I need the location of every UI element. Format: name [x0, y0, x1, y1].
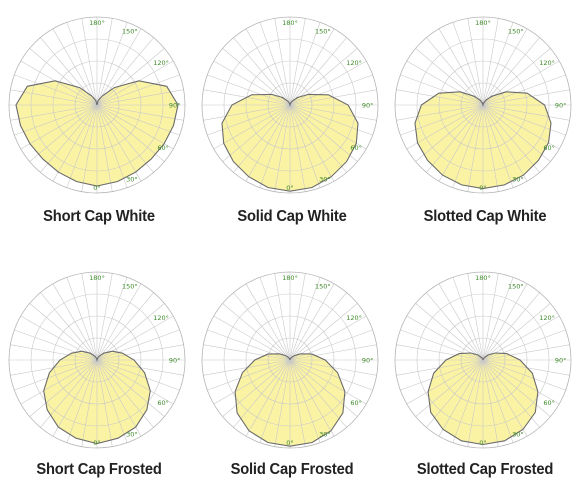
grid-ring — [30, 293, 164, 427]
outer-ring — [8, 16, 186, 194]
angle-tick-label: 0° — [479, 184, 486, 192]
grid-ring — [416, 38, 550, 172]
angle-tick-label: 0° — [93, 439, 100, 447]
polar-chart-short-cap-white: 0° 30° 60° 90° 120° 150° 180° — [2, 10, 196, 204]
grid-ring — [460, 82, 506, 128]
distribution-outline — [43, 350, 151, 445]
angle-tick-label: 0° — [479, 439, 486, 447]
polar-svg: 0° 30° 60° 90° 120° 150° 180° — [201, 271, 379, 449]
polar-svg: 0° 30° 60° 90° 120° 150° 180° — [394, 16, 572, 194]
angle-tick-label: 180° — [89, 19, 105, 27]
chart-caption: Short Cap White — [43, 208, 155, 225]
angle-tick-label: 120° — [539, 59, 555, 67]
angle-tick-label: 30° — [319, 430, 331, 438]
polar-svg: 0° 30° 60° 90° 120° 150° 180° — [201, 16, 379, 194]
outer-ring — [201, 16, 379, 194]
angle-tick-label: 60° — [350, 144, 362, 152]
angle-tick-label: 30° — [319, 175, 331, 183]
polar-chart-slotted-cap-white: 0° 30° 60° 90° 120° 150° 180° — [388, 10, 582, 204]
angle-tick-label: 60° — [543, 399, 555, 407]
grid-ring — [438, 60, 528, 150]
grid-ring — [438, 315, 528, 405]
grid-ring — [52, 315, 142, 405]
angle-tick-label: 180° — [282, 19, 298, 27]
grid-ring — [52, 60, 142, 150]
distribution-outline — [234, 353, 346, 447]
grid-ring — [74, 82, 120, 128]
distribution-outline — [15, 80, 179, 187]
grid-ring — [245, 60, 335, 150]
grid-ring — [245, 315, 335, 405]
angle-tick-label: 30° — [126, 175, 138, 183]
angle-tick-label: 0° — [286, 184, 293, 192]
polar-chart-solid-cap-frosted: 0° 30° 60° 90° 120° 150° 180° — [195, 265, 389, 459]
distribution-outline — [427, 352, 539, 446]
angle-tick-label: 60° — [157, 144, 169, 152]
angle-tick-label: 60° — [543, 144, 555, 152]
angle-tick-label: 60° — [157, 399, 169, 407]
grid-ring — [30, 38, 164, 172]
grid-ring — [223, 38, 357, 172]
outer-ring — [8, 271, 186, 449]
angle-tick-label: 150° — [315, 28, 331, 36]
angle-tick-label: 0° — [286, 439, 293, 447]
outer-ring — [394, 16, 572, 194]
angle-tick-label: 90° — [555, 357, 567, 365]
grid-ring — [223, 293, 357, 427]
polar-chart-solid-cap-white: 0° 30° 60° 90° 120° 150° 180° — [195, 10, 389, 204]
outer-ring — [394, 271, 572, 449]
polar-svg: 0° 30° 60° 90° 120° 150° 180° — [394, 271, 572, 449]
grid-ring — [416, 293, 550, 427]
angle-tick-label: 90° — [362, 357, 374, 365]
chart-caption: Short Cap Frosted — [36, 461, 162, 478]
chart-caption: Slotted Cap Frosted — [416, 461, 554, 478]
angle-tick-label: 150° — [508, 28, 524, 36]
angle-tick-label: 150° — [508, 283, 524, 291]
angle-tick-label: 30° — [512, 175, 524, 183]
angle-tick-label: 60° — [350, 399, 362, 407]
angle-tick-label: 90° — [362, 102, 374, 110]
angle-tick-label: 150° — [122, 283, 138, 291]
chart-caption: Slotted Cap White — [423, 208, 547, 225]
polar-svg: 0° 30° 60° 90° 120° 150° 180° — [8, 271, 186, 449]
outer-ring — [201, 271, 379, 449]
grid-ring — [267, 82, 313, 128]
angle-tick-label: 90° — [169, 357, 181, 365]
angle-tick-label: 120° — [153, 314, 169, 322]
distribution-outline — [414, 91, 552, 190]
angle-tick-label: 150° — [122, 28, 138, 36]
angle-tick-label: 120° — [539, 314, 555, 322]
angle-tick-label: 30° — [512, 430, 524, 438]
polar-svg: 0° 30° 60° 90° 120° 150° 180° — [8, 16, 186, 194]
angle-tick-label: 120° — [153, 59, 169, 67]
angle-tick-label: 180° — [282, 274, 298, 282]
grid-ring — [267, 337, 313, 383]
angle-tick-label: 180° — [89, 274, 105, 282]
chart-caption: Solid Cap White — [237, 208, 347, 225]
grid-ring — [460, 337, 506, 383]
angle-tick-label: 180° — [475, 274, 491, 282]
angle-tick-label: 150° — [315, 283, 331, 291]
chart-caption: Solid Cap Frosted — [230, 461, 354, 478]
angle-tick-label: 90° — [555, 102, 567, 110]
polar-chart-slotted-cap-frosted: 0° 30° 60° 90° 120° 150° 180° — [388, 265, 582, 459]
angle-tick-label: 90° — [169, 102, 181, 110]
angle-tick-label: 180° — [475, 19, 491, 27]
angle-tick-label: 120° — [346, 314, 362, 322]
grid-ring — [74, 337, 120, 383]
angle-tick-label: 120° — [346, 59, 362, 67]
angle-tick-label: 0° — [93, 184, 100, 192]
polar-chart-short-cap-frosted: 0° 30° 60° 90° 120° 150° 180° — [2, 265, 196, 459]
distribution-outline — [221, 93, 359, 192]
angle-tick-label: 30° — [126, 430, 138, 438]
